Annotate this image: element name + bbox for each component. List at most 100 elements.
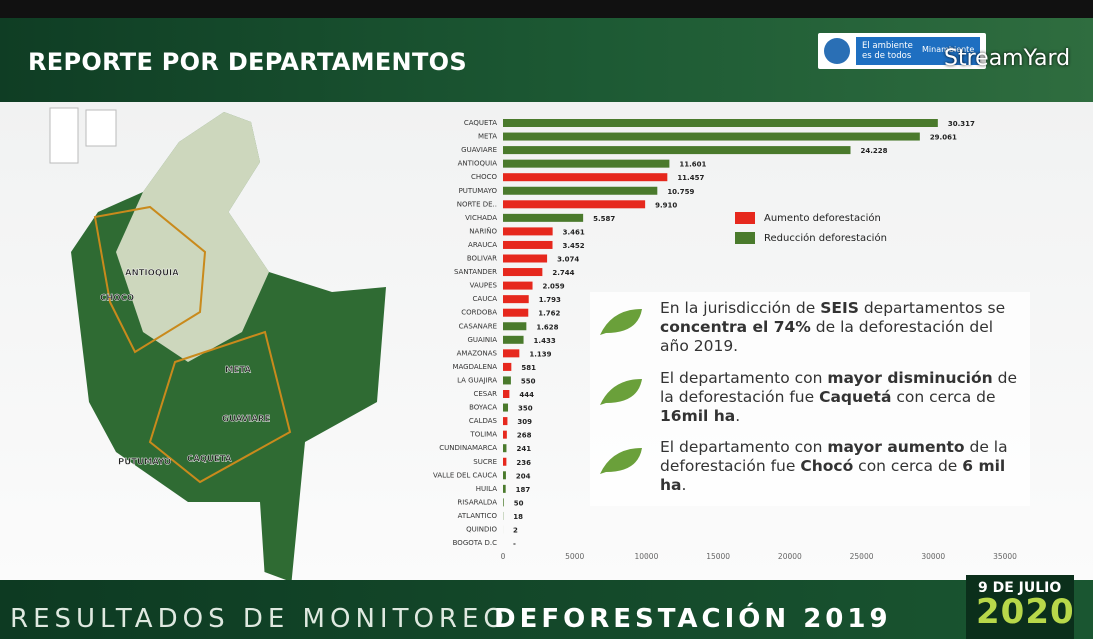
y-tick-label: TOLIMA <box>469 431 497 439</box>
bar <box>503 444 507 453</box>
value-label: 2 <box>513 527 518 535</box>
logo-emblem <box>824 38 850 64</box>
x-tick-label: 25000 <box>850 552 874 561</box>
value-label: 581 <box>521 364 536 372</box>
y-tick-label: QUINDIO <box>466 526 497 534</box>
value-label: 3.461 <box>563 228 585 236</box>
x-tick-label: 5000 <box>565 552 584 561</box>
value-label: - <box>513 540 516 548</box>
y-tick-label: PUTUMAYO <box>459 187 498 195</box>
value-label: 50 <box>514 499 524 507</box>
value-label: 2.744 <box>552 269 574 277</box>
region-outline <box>148 330 292 484</box>
y-tick-label: GUAVIARE <box>461 146 497 154</box>
footer-right: DEFORESTACIÓN 2019 <box>494 604 892 634</box>
bar <box>503 254 548 263</box>
y-tick-label: BOYACA <box>469 404 497 412</box>
x-tick-label: 0 <box>501 552 506 561</box>
bullet-segment: Chocó <box>800 457 854 475</box>
y-tick-label: NORTE DE.. <box>457 200 497 208</box>
bullet-text: El departamento con mayor aumento de la … <box>660 438 1020 495</box>
andes-region <box>116 112 269 362</box>
bar <box>503 390 510 398</box>
bar <box>503 430 507 439</box>
y-tick-label: MAGDALENA <box>452 363 497 371</box>
legend-swatch <box>735 212 755 224</box>
bullet-segment: 16mil ha <box>660 407 736 425</box>
value-label: 268 <box>517 432 532 440</box>
leaf-shape <box>600 379 642 405</box>
value-label: 1.793 <box>539 296 561 304</box>
bar <box>503 417 508 426</box>
y-tick-label: CALDAS <box>469 417 498 425</box>
bullet-segment: El departamento con <box>660 438 828 456</box>
x-tick-label: 30000 <box>921 552 945 561</box>
bullet-segment: concentra el 74% <box>660 318 811 336</box>
bar <box>503 322 527 331</box>
y-tick-label: BOGOTA D.C <box>453 539 497 547</box>
value-label: 1.628 <box>536 323 558 331</box>
region-outline <box>93 205 207 354</box>
y-tick-label: CORDOBA <box>461 309 497 317</box>
value-label: 204 <box>516 472 531 480</box>
value-label: 2.059 <box>543 283 565 291</box>
logo-ministry: Minambiente <box>922 45 975 54</box>
y-tick-label: CHOCO <box>471 173 498 181</box>
bar <box>503 376 511 385</box>
bullet-segment: 6 mil ha <box>660 457 1006 494</box>
y-tick-label: SUCRE <box>473 458 497 466</box>
bar <box>503 200 646 209</box>
bar <box>503 484 506 493</box>
bar <box>503 362 512 371</box>
value-label: 350 <box>518 405 533 413</box>
value-label: 444 <box>519 391 534 399</box>
value-label: 10.759 <box>667 188 694 196</box>
bullet-segment: SEIS <box>820 299 859 317</box>
note-box <box>590 292 1030 506</box>
bullet-segment: departamentos se <box>858 299 1006 317</box>
value-label: 3.452 <box>563 242 585 250</box>
bullet-segment: de la deforestación fue <box>660 369 1017 406</box>
y-tick-label: CAQUETA <box>464 119 497 127</box>
bar <box>503 186 658 195</box>
bar <box>503 119 938 127</box>
legend-label: Reducción deforestación <box>764 232 887 244</box>
x-tick-label: 35000 <box>993 552 1017 561</box>
bar <box>503 498 504 507</box>
x-tick-label: 20000 <box>778 552 802 561</box>
y-tick-label: SANTANDER <box>454 268 497 276</box>
bar <box>503 457 507 466</box>
y-tick-label: CUNDINAMARCA <box>439 444 497 452</box>
y-tick-label: CESAR <box>473 390 497 398</box>
value-label: 18 <box>513 513 523 521</box>
value-label: 29.061 <box>930 134 957 142</box>
bullet-segment: con cerca de <box>891 388 996 406</box>
value-label: 9.910 <box>655 201 677 209</box>
value-label: 24.228 <box>860 147 887 155</box>
y-tick-label: VAUPES <box>470 282 498 290</box>
stream-brand: StreamYard <box>944 46 1071 71</box>
bullet-segment: Caquetá <box>819 388 892 406</box>
inset-map <box>49 107 79 164</box>
y-tick-label: META <box>478 133 497 141</box>
bar-chart: 0 5000 10000 15000 20000 25000 30000 35000 CAQUE… <box>433 119 1017 561</box>
bullet-segment: . <box>735 407 741 425</box>
bar <box>503 471 506 480</box>
bullet-segment: de la deforestación fue <box>660 438 1008 475</box>
leaf-shape <box>600 309 642 335</box>
bar <box>503 159 670 168</box>
leaf-icon <box>598 307 644 337</box>
bullet-text: El departamento con mayor disminución de… <box>660 369 1020 426</box>
y-tick-label: GUAINIA <box>468 336 498 344</box>
value-label: 241 <box>516 445 531 453</box>
bar <box>503 335 524 344</box>
inset-map <box>85 109 117 147</box>
value-label: 30.317 <box>948 120 975 128</box>
x-tick-label: 10000 <box>634 552 658 561</box>
legend-swatch <box>735 232 755 244</box>
bar <box>503 132 920 141</box>
value-label: 309 <box>517 418 532 426</box>
y-tick-label: RISARALDA <box>457 498 497 506</box>
bullet-segment: mayor aumento <box>827 438 965 456</box>
